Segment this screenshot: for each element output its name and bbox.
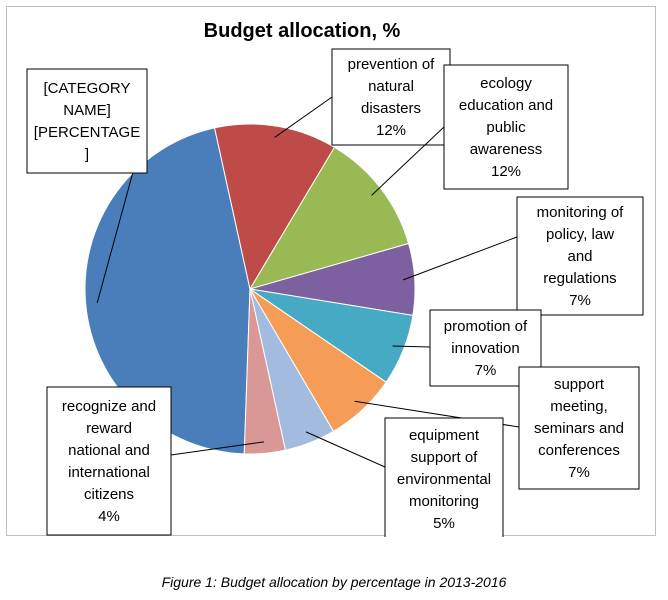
slice-label-box bbox=[384, 417, 504, 537]
slice-label-box bbox=[46, 386, 172, 536]
chart-title: Budget allocation, % bbox=[204, 20, 401, 42]
pie-slice bbox=[84, 127, 251, 455]
figure-caption: Figure 1: Budget allocation by percentag… bbox=[161, 574, 507, 590]
slice-label: ecology education and public awareness 12% bbox=[459, 75, 553, 180]
slice-label: recognize and reward national and internati… bbox=[62, 398, 156, 525]
slice-label: monitoring of policy, law and regulations 7% bbox=[537, 204, 625, 309]
leader-line bbox=[392, 345, 431, 348]
slice-label-box bbox=[516, 196, 644, 316]
slice-label-box bbox=[518, 366, 640, 490]
chart-frame: Budget allocation, % [CATEGORY NAME] [PERC… bbox=[6, 6, 656, 537]
slice-label: [CATEGORY NAME] [PERCENTAGE] bbox=[34, 80, 140, 163]
leader-line bbox=[274, 96, 333, 138]
leader-line bbox=[305, 431, 386, 468]
pie-slice bbox=[213, 123, 336, 291]
pie-slice bbox=[248, 146, 410, 290]
leader-line bbox=[170, 441, 264, 456]
slice-label: support meeting, seminars and conferences 7% bbox=[534, 376, 624, 481]
slice-label-box bbox=[26, 68, 148, 174]
slice-label-box bbox=[443, 64, 569, 190]
leader-line bbox=[403, 236, 518, 281]
leader-line bbox=[371, 126, 445, 196]
slice-label: equipment support of environmental monitori… bbox=[397, 427, 491, 532]
pie-chart: Budget allocation, % [CATEGORY NAME] [PERC… bbox=[26, 20, 644, 537]
pie-slice bbox=[243, 288, 287, 455]
slice-label: prevention of natural disasters 12% bbox=[348, 56, 436, 139]
slice-label-box bbox=[331, 48, 451, 146]
slice-label: promotion of innovation 7% bbox=[444, 318, 528, 379]
